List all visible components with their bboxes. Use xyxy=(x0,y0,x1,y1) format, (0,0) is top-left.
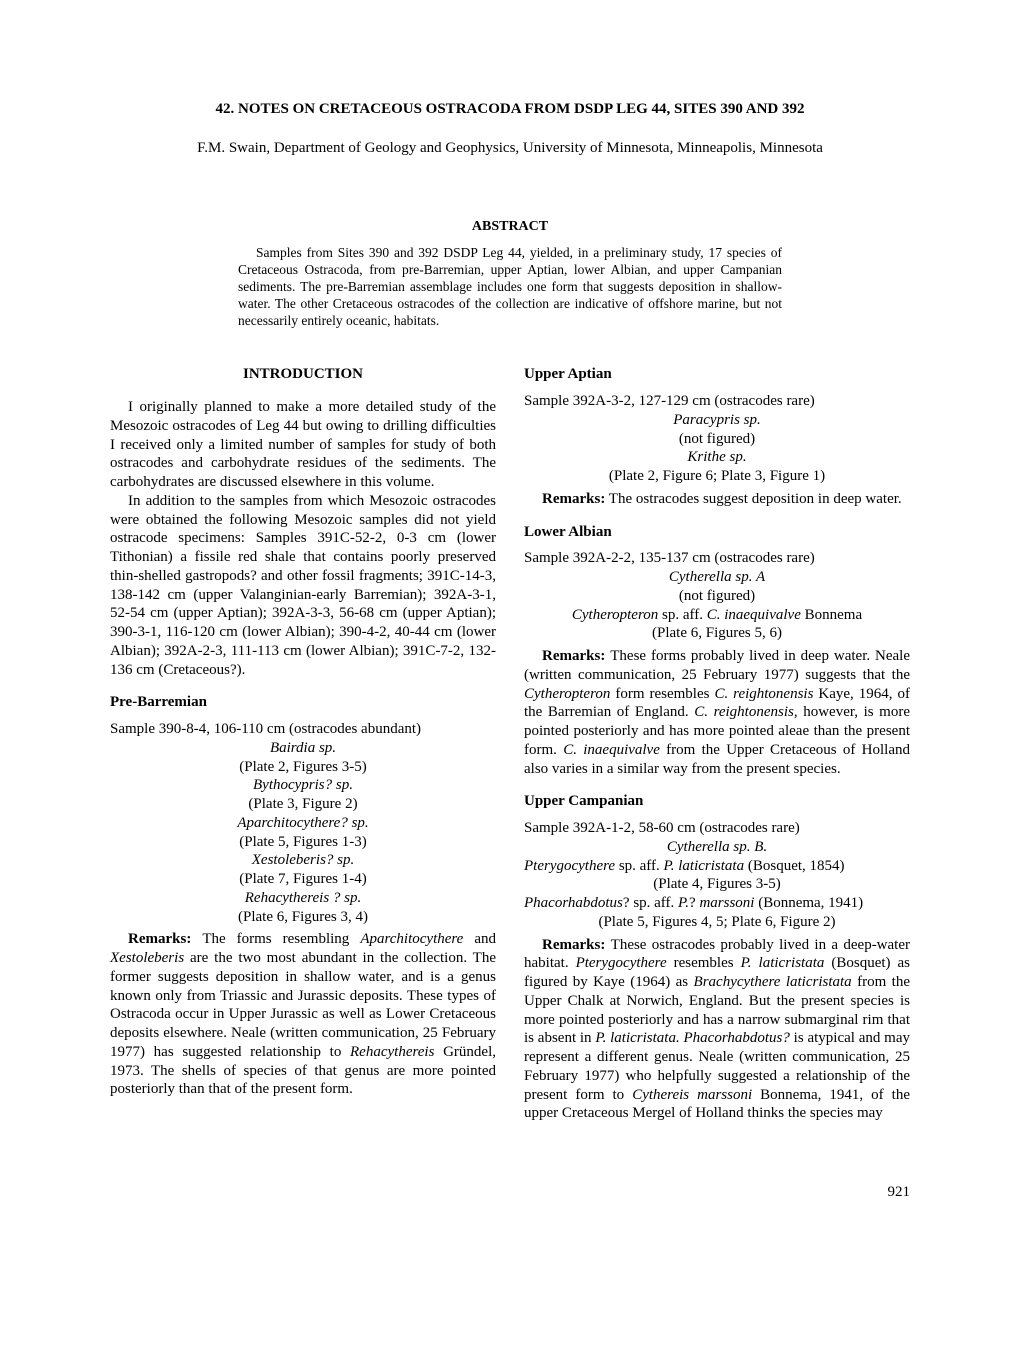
aptian-sample-block: Sample 392A-3-2, 127-129 cm (ostracodes … xyxy=(524,392,910,486)
prebarremian-heading: Pre-Barremian xyxy=(110,693,496,712)
plate-ref: (Plate 6, Figures 3, 4) xyxy=(110,908,496,927)
plate-ref: (Plate 5, Figures 4, 5; Plate 6, Figure … xyxy=(524,913,910,932)
abstract-block: ABSTRACT Samples from Sites 390 and 392 … xyxy=(238,218,782,330)
remarks-label: Remarks: xyxy=(128,931,191,947)
species-xestoleberis: Xestoleberis? sp. xyxy=(110,851,496,870)
plate-ref: (Plate 3, Figure 2) xyxy=(110,795,496,814)
species-bairdia: Bairdia sp. xyxy=(110,739,496,758)
species-cytheropteron: Cytheropteron sp. aff. C. inaequivalve B… xyxy=(524,606,910,625)
campanian-sample-block: Sample 392A-1-2, 58-60 cm (ostracodes ra… xyxy=(524,819,910,932)
campanian-remarks: Remarks: These ostracodes probably lived… xyxy=(524,936,910,1124)
abstract-text: Samples from Sites 390 and 392 DSDP Leg … xyxy=(238,245,782,329)
plate-ref: (Plate 6, Figures 5, 6) xyxy=(524,624,910,643)
plate-ref: (Plate 2, Figures 3-5) xyxy=(110,758,496,777)
remarks-text: These forms probably lived in deep water… xyxy=(524,648,910,777)
paper-title: 42. NOTES ON CRETACEOUS OSTRACODA FROM D… xyxy=(110,100,910,119)
plate-ref: (Plate 5, Figures 1-3) xyxy=(110,833,496,852)
lower-albian-heading: Lower Albian xyxy=(524,523,910,542)
aptian-sample: Sample 392A-3-2, 127-129 cm (ostracodes … xyxy=(524,392,910,411)
species-rehacythereis: Rehacythereis ? sp. xyxy=(110,889,496,908)
plate-ref: (not figured) xyxy=(524,587,910,606)
aptian-remarks: Remarks: The ostracodes suggest depositi… xyxy=(524,490,910,509)
species-pterygocythere: Pterygocythere sp. aff. P. laticristata … xyxy=(524,857,910,876)
intro-paragraph-1: I originally planned to make a more deta… xyxy=(110,398,496,492)
upper-campanian-heading: Upper Campanian xyxy=(524,792,910,811)
species-phacorhabdotus: Phacorhabdotus? sp. aff. P.? marssoni (B… xyxy=(524,894,910,913)
plate-ref: (not figured) xyxy=(524,430,910,449)
abstract-heading: ABSTRACT xyxy=(238,218,782,236)
species-cytherella-b: Cytherella sp. B. xyxy=(524,838,910,857)
remarks-text: The ostracodes suggest deposition in dee… xyxy=(605,491,901,507)
right-column: Upper Aptian Sample 392A-3-2, 127-129 cm… xyxy=(524,359,910,1123)
species-paracypris: Paracypris sp. xyxy=(524,411,910,430)
upper-aptian-heading: Upper Aptian xyxy=(524,365,910,384)
albian-sample-block: Sample 392A-2-2, 135-137 cm (ostracodes … xyxy=(524,549,910,643)
prebarremian-sample-block: Sample 390-8-4, 106-110 cm (ostracodes a… xyxy=(110,720,496,926)
species-aparchitocythere: Aparchitocythere? sp. xyxy=(110,814,496,833)
albian-remarks: Remarks: These forms probably lived in d… xyxy=(524,647,910,778)
remarks-text: The forms resembling Aparchitocythere an… xyxy=(110,931,496,1097)
species-krithe: Krithe sp. xyxy=(524,448,910,467)
albian-sample: Sample 392A-2-2, 135-137 cm (ostracodes … xyxy=(524,549,910,568)
campanian-sample: Sample 392A-1-2, 58-60 cm (ostracodes ra… xyxy=(524,819,910,838)
intro-paragraph-2: In addition to the samples from which Me… xyxy=(110,492,496,680)
prebarremian-sample: Sample 390-8-4, 106-110 cm (ostracodes a… xyxy=(110,720,496,739)
plate-ref: (Plate 7, Figures 1-4) xyxy=(110,870,496,889)
prebarremian-remarks: Remarks: The forms resembling Aparchitoc… xyxy=(110,930,496,1099)
introduction-heading: INTRODUCTION xyxy=(110,365,496,384)
remarks-label: Remarks: xyxy=(542,648,605,664)
species-cytherella-a: Cytherella sp. A xyxy=(524,568,910,587)
paper-author: F.M. Swain, Department of Geology and Ge… xyxy=(110,139,910,158)
remarks-label: Remarks: xyxy=(542,937,605,953)
page-number: 921 xyxy=(110,1183,910,1202)
species-bythocypris: Bythocypris? sp. xyxy=(110,776,496,795)
left-column: INTRODUCTION I originally planned to mak… xyxy=(110,359,496,1123)
plate-ref: (Plate 2, Figure 6; Plate 3, Figure 1) xyxy=(524,467,910,486)
remarks-text: These ostracodes probably lived in a dee… xyxy=(524,937,910,1122)
two-column-body: INTRODUCTION I originally planned to mak… xyxy=(110,359,910,1123)
remarks-label: Remarks: xyxy=(542,491,605,507)
plate-ref: (Plate 4, Figures 3-5) xyxy=(524,875,910,894)
